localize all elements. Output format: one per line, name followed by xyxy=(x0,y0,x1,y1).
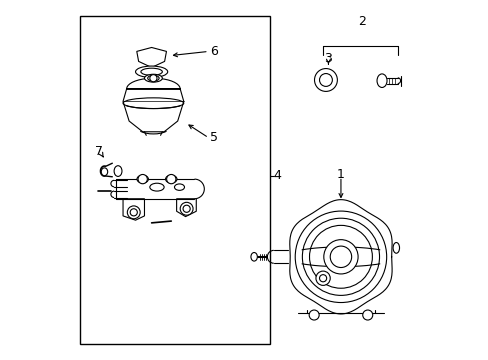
Polygon shape xyxy=(137,48,166,67)
Text: 6: 6 xyxy=(210,45,218,58)
Text: 7: 7 xyxy=(95,145,103,158)
Polygon shape xyxy=(176,199,196,217)
Text: 3: 3 xyxy=(324,52,332,65)
Text: 4: 4 xyxy=(273,169,281,182)
Ellipse shape xyxy=(392,243,399,253)
Ellipse shape xyxy=(376,74,386,87)
Ellipse shape xyxy=(250,252,257,261)
Ellipse shape xyxy=(144,74,162,82)
Circle shape xyxy=(315,271,329,285)
Circle shape xyxy=(149,75,157,82)
Ellipse shape xyxy=(135,66,167,77)
Circle shape xyxy=(138,175,147,184)
Circle shape xyxy=(308,310,319,320)
Circle shape xyxy=(180,202,193,215)
Ellipse shape xyxy=(141,68,162,75)
Ellipse shape xyxy=(137,175,148,183)
Text: 2: 2 xyxy=(357,14,365,27)
Text: 1: 1 xyxy=(336,168,344,181)
Polygon shape xyxy=(123,78,183,132)
Circle shape xyxy=(362,310,372,320)
Circle shape xyxy=(319,73,332,86)
Ellipse shape xyxy=(114,166,122,176)
Ellipse shape xyxy=(174,184,184,190)
Circle shape xyxy=(323,240,357,274)
Ellipse shape xyxy=(165,175,177,183)
Bar xyxy=(80,16,269,344)
Ellipse shape xyxy=(147,75,159,81)
Ellipse shape xyxy=(101,168,107,176)
Ellipse shape xyxy=(149,183,164,191)
Circle shape xyxy=(166,175,176,184)
Circle shape xyxy=(127,206,140,219)
Polygon shape xyxy=(123,199,144,220)
Text: 5: 5 xyxy=(210,131,218,144)
